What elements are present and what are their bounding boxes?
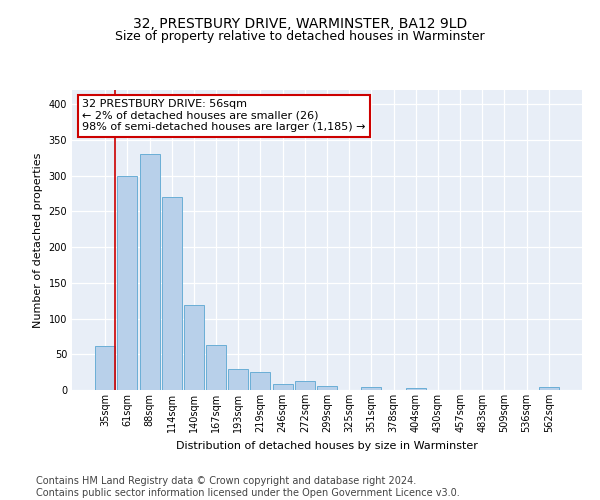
Bar [272, 384, 293, 390]
Y-axis label: Number of detached properties: Number of detached properties [33, 152, 43, 328]
Bar [140, 154, 160, 390]
Bar [118, 176, 137, 390]
Bar [539, 387, 559, 390]
Bar [162, 197, 182, 390]
Bar [295, 382, 315, 390]
X-axis label: Distribution of detached houses by size in Warminster: Distribution of detached houses by size … [176, 440, 478, 450]
Text: 32, PRESTBURY DRIVE, WARMINSTER, BA12 9LD: 32, PRESTBURY DRIVE, WARMINSTER, BA12 9L… [133, 18, 467, 32]
Bar [184, 305, 204, 390]
Bar [250, 372, 271, 390]
Text: 32 PRESTBURY DRIVE: 56sqm
← 2% of detached houses are smaller (26)
98% of semi-d: 32 PRESTBURY DRIVE: 56sqm ← 2% of detach… [82, 99, 366, 132]
Bar [361, 387, 382, 390]
Bar [228, 370, 248, 390]
Bar [317, 386, 337, 390]
Bar [406, 388, 426, 390]
Text: Size of property relative to detached houses in Warminster: Size of property relative to detached ho… [115, 30, 485, 43]
Bar [206, 345, 226, 390]
Text: Contains HM Land Registry data © Crown copyright and database right 2024.
Contai: Contains HM Land Registry data © Crown c… [36, 476, 460, 498]
Bar [95, 346, 115, 390]
